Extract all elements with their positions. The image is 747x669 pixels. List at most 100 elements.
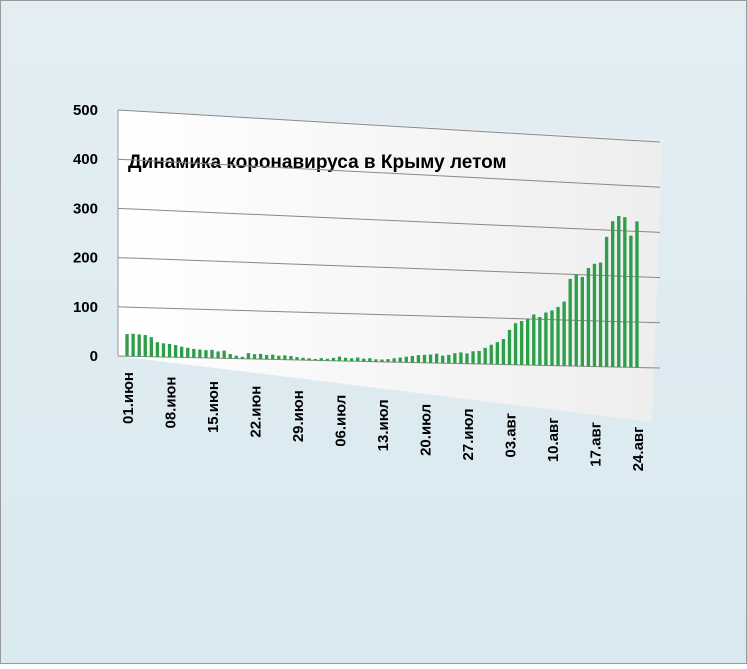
bar xyxy=(374,359,378,362)
bar xyxy=(337,356,342,361)
bar xyxy=(125,334,129,357)
bar xyxy=(635,221,639,368)
bar xyxy=(611,221,615,367)
bar xyxy=(526,318,530,366)
x-tick-label: 27.июл xyxy=(460,408,477,460)
bar xyxy=(519,321,524,365)
bar xyxy=(434,353,439,364)
x-tick-label: 22.июн xyxy=(248,386,265,438)
y-tick-label: 200 xyxy=(73,250,98,267)
bar xyxy=(532,314,536,366)
bar xyxy=(447,354,451,364)
bar xyxy=(167,343,172,358)
bar xyxy=(465,353,469,364)
y-tick-label: 0 xyxy=(90,348,98,365)
bar xyxy=(307,358,311,361)
bar xyxy=(404,356,408,363)
grid-line xyxy=(117,109,661,143)
bar xyxy=(319,358,323,361)
bar xyxy=(234,355,238,359)
bar xyxy=(252,354,257,360)
y-tick-label: 400 xyxy=(73,151,98,168)
bar xyxy=(410,355,415,363)
bar xyxy=(544,312,548,366)
bar xyxy=(131,333,135,357)
bar xyxy=(155,342,160,357)
bar xyxy=(617,216,621,368)
y-tick-label: 300 xyxy=(73,200,98,217)
bar xyxy=(550,310,554,366)
bar xyxy=(586,268,591,367)
bar xyxy=(289,355,293,360)
bar xyxy=(198,349,202,358)
bar xyxy=(216,351,220,359)
bar xyxy=(331,357,336,361)
bar xyxy=(301,357,305,361)
bar xyxy=(149,337,153,357)
bar xyxy=(453,353,457,364)
bar xyxy=(501,339,506,365)
bar xyxy=(562,301,566,366)
bar xyxy=(441,355,445,364)
bar xyxy=(295,357,299,360)
bar xyxy=(592,263,597,367)
bar xyxy=(173,345,178,358)
x-tick-label: 17.авг xyxy=(587,422,604,467)
bar xyxy=(471,351,475,364)
x-tick-label: 08.июн xyxy=(163,377,180,429)
bar xyxy=(507,329,512,365)
bar xyxy=(428,354,433,363)
x-tick-label: 01.июн xyxy=(120,372,137,424)
grid-line xyxy=(117,158,661,188)
x-tick-label: 03.авг xyxy=(502,413,519,458)
bar xyxy=(222,350,226,359)
bar xyxy=(258,353,263,360)
y-tick-label: 100 xyxy=(73,299,98,316)
bar xyxy=(271,354,275,360)
bar xyxy=(416,355,421,363)
bar xyxy=(204,350,208,358)
bar xyxy=(574,274,578,367)
y-tick-label: 500 xyxy=(73,102,98,119)
bar xyxy=(325,358,330,361)
bar xyxy=(143,335,147,357)
bar xyxy=(137,334,141,357)
bar xyxy=(343,357,348,362)
bar xyxy=(556,306,560,366)
bar xyxy=(629,235,633,368)
bar xyxy=(398,357,402,363)
x-tick-label: 24.авг xyxy=(630,427,647,472)
bar xyxy=(277,355,281,360)
x-tick-label: 29.июн xyxy=(290,390,307,442)
bar xyxy=(568,278,572,367)
bar xyxy=(392,358,396,363)
bar xyxy=(598,262,603,367)
x-tick-label: 20.июл xyxy=(417,404,434,456)
bar xyxy=(538,316,542,366)
grid-line xyxy=(117,257,661,279)
x-tick-label: 13.июл xyxy=(375,399,392,451)
bar xyxy=(349,358,354,362)
bar xyxy=(186,347,190,358)
bar xyxy=(489,344,493,365)
bar xyxy=(246,353,251,359)
bar xyxy=(356,357,360,362)
bar xyxy=(477,350,481,364)
bar xyxy=(161,343,166,358)
bar xyxy=(495,342,500,365)
plot-wall xyxy=(118,110,662,422)
bar xyxy=(386,359,390,362)
bar xyxy=(362,358,366,362)
bar xyxy=(313,358,317,361)
x-tick-label: 15.июн xyxy=(205,381,222,433)
bar xyxy=(210,349,214,359)
x-tick-label: 06.июл xyxy=(333,395,350,447)
bar xyxy=(228,354,232,359)
chart-title: Динамика коронавируса в Крыму летом xyxy=(128,152,507,173)
bar xyxy=(380,359,384,362)
bar xyxy=(240,356,245,359)
bar xyxy=(180,346,184,358)
bar xyxy=(459,352,463,364)
bar xyxy=(422,354,427,363)
